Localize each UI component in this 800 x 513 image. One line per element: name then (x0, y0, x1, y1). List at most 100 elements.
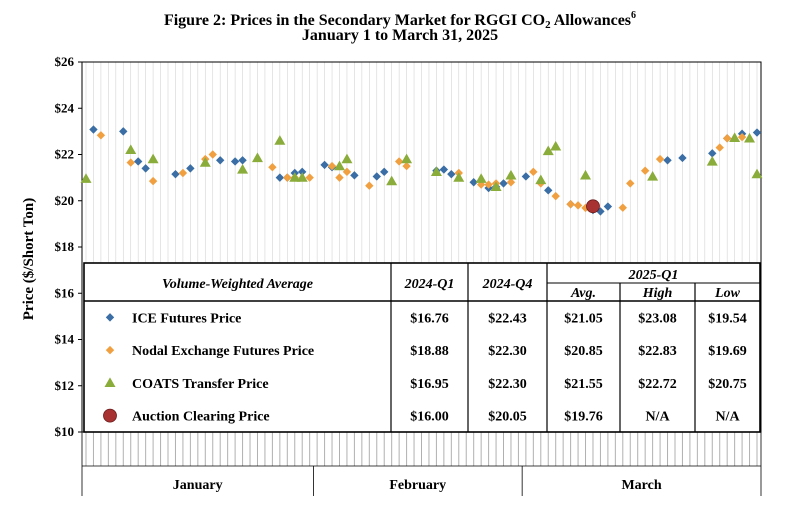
table-subheader-low: Low (714, 286, 741, 301)
nodal-exchange-futures-price-point (737, 132, 747, 142)
nodal-exchange-futures-price-point (394, 157, 404, 166)
ice-futures-price-point (350, 171, 359, 180)
legend-marker (103, 408, 117, 423)
y-tick-label: $14 (55, 332, 75, 347)
coats-transfer-price-point (251, 152, 263, 163)
ice-futures-price-point (380, 167, 389, 177)
nodal-exchange-futures-price-point (283, 173, 292, 182)
nodal-exchange-futures-price-point (715, 143, 724, 152)
coats-transfer-price-point (647, 170, 659, 181)
coats-transfer-price-point (401, 153, 413, 164)
nodal-exchange-futures-price-point (126, 158, 135, 167)
nodal-exchange-futures-price-point (335, 173, 344, 182)
coats-transfer-price-point (453, 172, 465, 182)
coats-transfer-price-point (274, 135, 286, 145)
ice-futures-price-point (238, 156, 247, 165)
legend-label: Nodal Exchange Futures Price (132, 344, 314, 359)
nodal-exchange-futures-price-point (178, 168, 188, 178)
nodal-exchange-futures-price-point (96, 131, 106, 140)
table-cell-avg: $21.05 (564, 311, 603, 326)
nodal-exchange-futures-price-point (342, 167, 352, 177)
ice-futures-price-point (439, 165, 449, 174)
nodal-exchange-futures-price-point (640, 166, 650, 175)
coats-transfer-price-point (80, 173, 92, 183)
table-cell-low: $19.69 (708, 344, 747, 359)
nodal-exchange-futures-price-point (529, 167, 538, 177)
y-tick-label: $20 (55, 193, 75, 208)
coats-transfer-price-point (289, 172, 301, 182)
table-cell-low: $19.54 (708, 311, 747, 326)
table-cell-avg: $19.76 (564, 410, 603, 425)
ice-futures-price-point (521, 172, 531, 181)
nodal-exchange-futures-price-point (327, 161, 337, 171)
y-tick-label: $18 (55, 239, 75, 254)
table-cell-high: $22.72 (638, 377, 677, 392)
table-cell-low: N/A (715, 410, 740, 425)
nodal-exchange-futures-price-point (573, 201, 583, 210)
coats-transfer-price-point (237, 164, 249, 174)
coats-transfer-price-point (125, 144, 137, 154)
coats-transfer-price-point (490, 181, 502, 191)
coats-transfer-price-point (580, 169, 592, 180)
table-header-label: Volume-Weighted Average (162, 277, 313, 292)
chart-title-line1: Figure 2: Prices in the Secondary Market… (163, 10, 637, 31)
coats-transfer-price-point (505, 169, 517, 180)
nodal-exchange-futures-price-point (148, 176, 158, 186)
table-cell-2024q4: $20.05 (488, 410, 527, 425)
coats-transfer-price-point (333, 160, 345, 171)
table-header-2025q1: 2025-Q1 (628, 268, 679, 283)
nodal-exchange-futures-price-point (618, 203, 627, 212)
ice-futures-price-point (708, 149, 717, 158)
coats-transfer-price-point (729, 132, 741, 142)
coats-transfer-price-point (744, 132, 756, 143)
nodal-exchange-futures-price-point (551, 191, 560, 201)
nodal-exchange-futures-price-point (506, 178, 516, 187)
ice-futures-price-point (678, 153, 687, 163)
table-cell-low: $20.75 (708, 377, 747, 392)
ice-futures-price-point (133, 157, 143, 166)
ice-futures-price-point (544, 186, 553, 195)
coats-transfer-price-point (430, 166, 442, 176)
coats-transfer-price-point (341, 153, 353, 164)
table-cell-2024q4: $22.30 (488, 344, 527, 359)
auction-clearing-price-point (586, 199, 600, 214)
legend-marker (105, 345, 115, 355)
nodal-exchange-futures-price-point (268, 163, 277, 172)
coats-transfer-price-point (751, 168, 763, 179)
legend-label: ICE Futures Price (132, 311, 241, 326)
ice-futures-price-point (230, 157, 240, 166)
table-cell-avg: $20.85 (564, 344, 603, 359)
coats-transfer-price-point (535, 174, 547, 185)
table-header-2024q1: 2024-Q1 (404, 277, 455, 292)
ice-futures-price-point (320, 160, 329, 170)
coats-transfer-price-point (706, 155, 718, 166)
ice-futures-price-point (216, 156, 225, 165)
ice-futures-price-point (372, 172, 381, 181)
y-tick-label: $12 (55, 378, 75, 393)
ice-futures-price-point (499, 179, 508, 188)
nodal-exchange-futures-price-point (566, 200, 575, 209)
month-label-march: March (621, 478, 661, 493)
legend-marker (105, 313, 115, 322)
legend-table (83, 262, 761, 433)
legend-label: Auction Clearing Price (132, 410, 270, 425)
table-cell-high: $22.83 (638, 344, 677, 359)
ice-futures-price-point (141, 164, 150, 173)
nodal-exchange-futures-price-point (655, 154, 665, 164)
nodal-exchange-futures-price-point (402, 161, 411, 171)
table-cell-2024q4: $22.30 (488, 377, 527, 392)
ice-futures-price-point (298, 167, 307, 177)
table-cell-2024q1: $16.00 (410, 410, 449, 425)
ice-futures-price-point (186, 164, 195, 173)
nodal-exchange-futures-price-point (484, 180, 493, 189)
table-cell-avg: $21.55 (564, 377, 603, 392)
chart-title-line2: January 1 to March 31, 2025 (301, 27, 499, 44)
coats-transfer-price-point (475, 173, 487, 183)
y-tick-label: $24 (55, 100, 75, 115)
ice-futures-price-point (663, 156, 672, 165)
table-cell-high: $23.08 (638, 311, 677, 326)
coats-transfer-price-point (199, 157, 211, 167)
table-cell-2024q1: $16.76 (410, 311, 449, 326)
coats-transfer-price-point (296, 172, 308, 182)
